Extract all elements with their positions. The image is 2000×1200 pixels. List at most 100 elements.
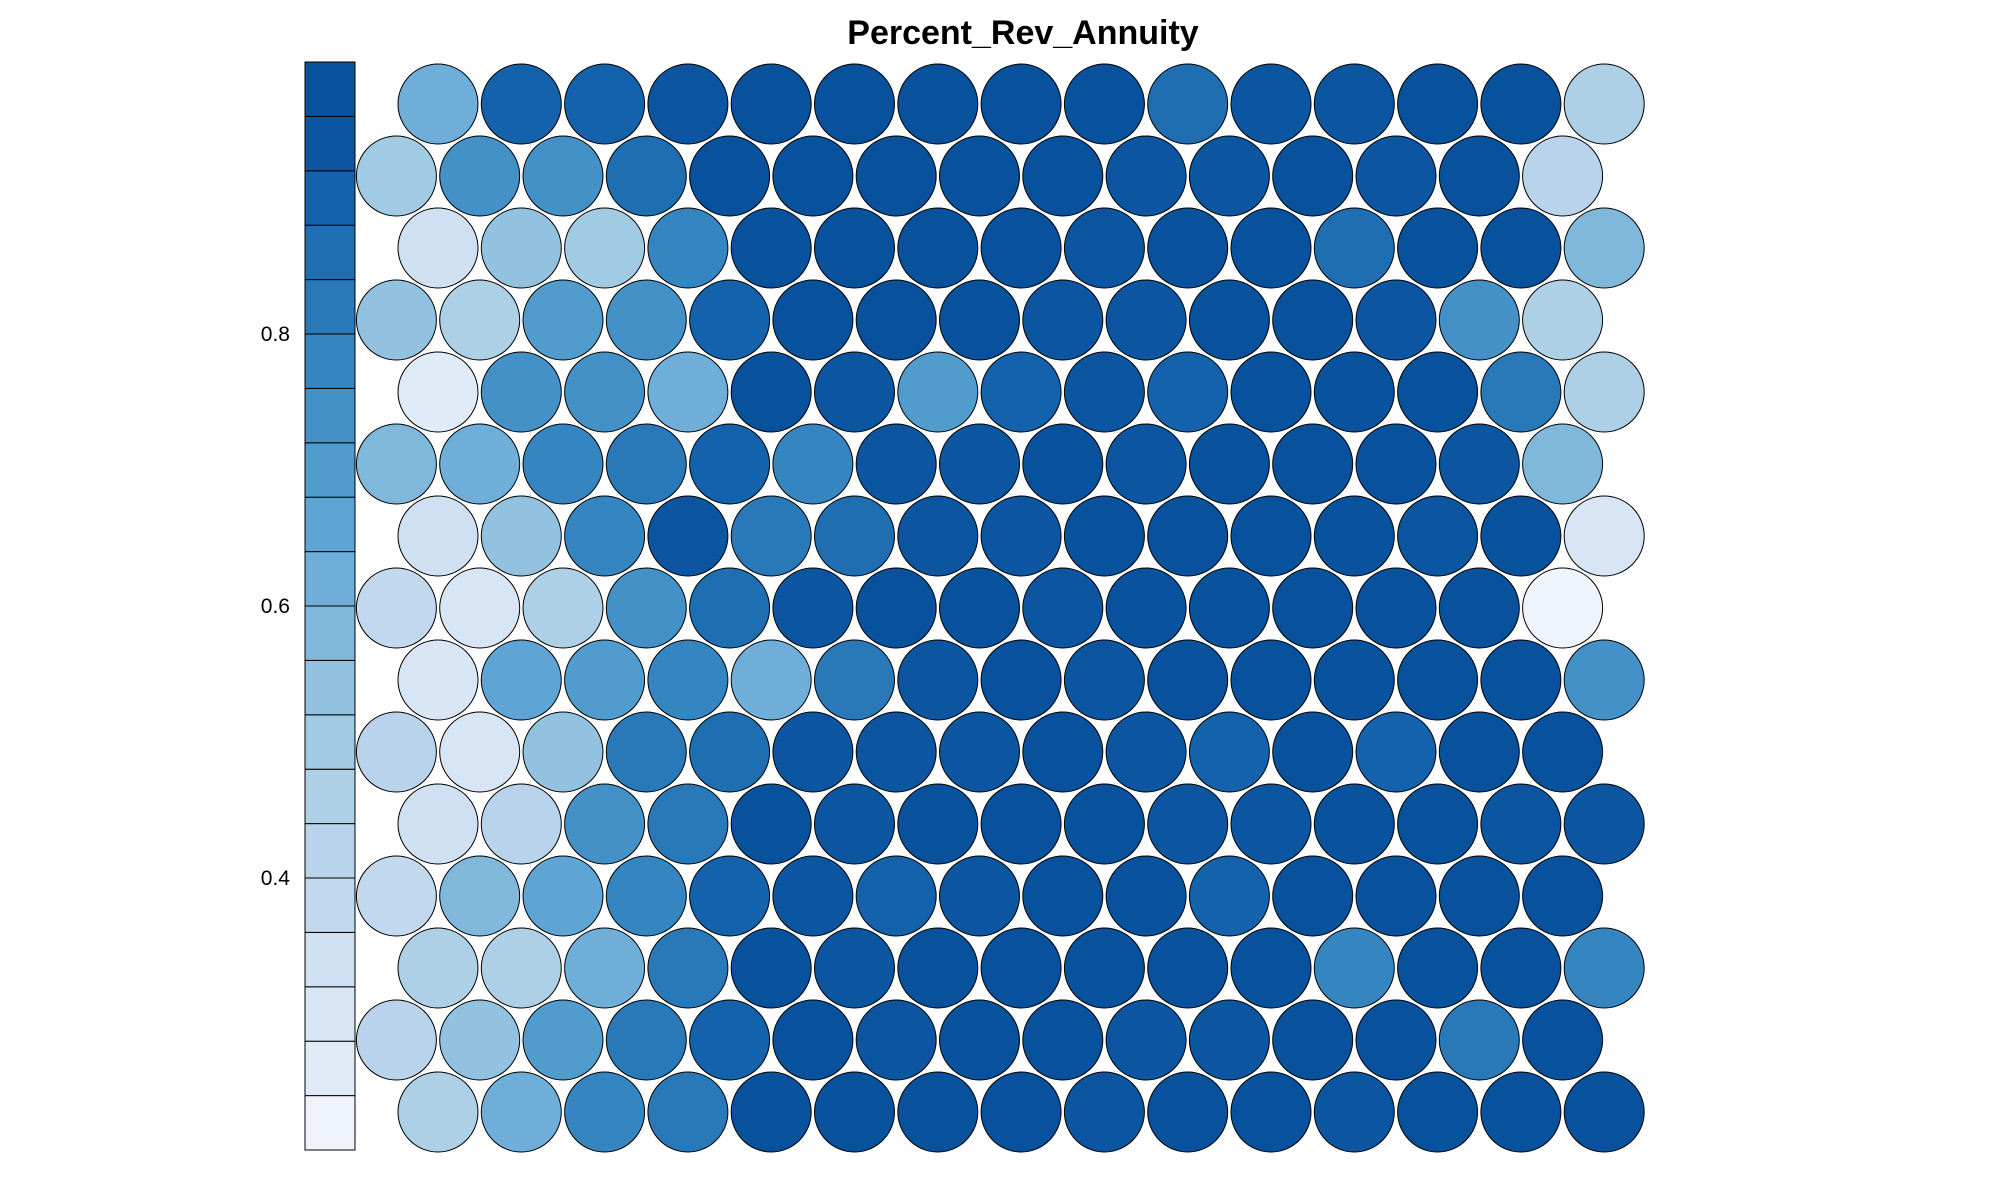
som-node bbox=[1147, 207, 1229, 289]
som-node bbox=[1105, 999, 1187, 1081]
som-node bbox=[522, 135, 604, 217]
som-node bbox=[1272, 423, 1354, 505]
som-node bbox=[1480, 1071, 1562, 1153]
som-node bbox=[1480, 351, 1562, 433]
colorbar-segment bbox=[304, 986, 356, 1042]
som-node bbox=[564, 927, 646, 1009]
som-node bbox=[1272, 999, 1354, 1081]
som-node bbox=[1272, 135, 1354, 217]
colorbar-tick-label: 0.6 bbox=[261, 595, 290, 618]
som-node bbox=[564, 783, 646, 865]
som-node bbox=[1563, 351, 1645, 433]
colorbar-segment bbox=[304, 877, 356, 933]
som-node bbox=[1397, 639, 1479, 721]
som-node bbox=[1272, 855, 1354, 937]
som-node bbox=[1230, 63, 1312, 145]
som-node bbox=[397, 639, 479, 721]
som-node bbox=[855, 567, 937, 649]
som-node bbox=[1355, 135, 1437, 217]
som-node bbox=[855, 999, 937, 1081]
som-node bbox=[1230, 927, 1312, 1009]
som-node bbox=[1272, 279, 1354, 361]
som-node bbox=[605, 423, 687, 505]
colorbar-segment bbox=[304, 768, 356, 825]
som-node bbox=[397, 495, 479, 577]
som-node bbox=[1480, 639, 1562, 721]
som-node bbox=[397, 783, 479, 865]
som-node bbox=[1563, 927, 1645, 1009]
som-node bbox=[897, 351, 979, 433]
som-node bbox=[1522, 855, 1604, 937]
som-node bbox=[397, 63, 479, 145]
som-node bbox=[355, 855, 437, 937]
som-node bbox=[980, 207, 1062, 289]
som-node bbox=[397, 927, 479, 1009]
som-node bbox=[980, 351, 1062, 433]
som-node bbox=[1022, 999, 1104, 1081]
som-node bbox=[1230, 639, 1312, 721]
colorbar-tick-labels: 0.4 0.6 0.8 bbox=[261, 323, 291, 890]
som-node bbox=[647, 207, 729, 289]
som-node bbox=[814, 927, 895, 1009]
som-node bbox=[730, 1071, 812, 1153]
som-node bbox=[1563, 783, 1645, 865]
som-node bbox=[1230, 495, 1312, 577]
som-node bbox=[1480, 783, 1562, 865]
som-node bbox=[480, 207, 562, 289]
som-node bbox=[1147, 351, 1229, 433]
som-node bbox=[1355, 711, 1437, 793]
som-node bbox=[605, 279, 687, 361]
som-node bbox=[522, 279, 604, 361]
colorbar-segment bbox=[304, 551, 356, 607]
som-node bbox=[564, 351, 646, 433]
colorbar-segment bbox=[304, 170, 356, 226]
som-node bbox=[1063, 63, 1145, 145]
som-node bbox=[980, 495, 1062, 577]
som-node bbox=[730, 783, 812, 865]
som-node bbox=[522, 999, 604, 1081]
som-node bbox=[814, 351, 895, 433]
som-node bbox=[1105, 423, 1187, 505]
som-node bbox=[355, 711, 437, 793]
som-node bbox=[1522, 711, 1604, 793]
som-node bbox=[939, 999, 1020, 1081]
som-node bbox=[1563, 63, 1645, 145]
som-node bbox=[1313, 927, 1395, 1009]
som-node bbox=[814, 783, 895, 865]
som-node bbox=[897, 927, 979, 1009]
som-node bbox=[1272, 567, 1354, 649]
som-node bbox=[1188, 567, 1270, 649]
som-node bbox=[1188, 999, 1270, 1081]
som-node bbox=[647, 63, 729, 145]
som-node bbox=[1438, 567, 1520, 649]
som-node bbox=[605, 711, 687, 793]
som-node bbox=[1438, 855, 1520, 937]
som-node bbox=[647, 495, 729, 577]
som-node bbox=[730, 207, 812, 289]
som-node bbox=[1230, 1071, 1312, 1153]
som-node bbox=[1313, 1071, 1395, 1153]
som-node bbox=[1272, 711, 1354, 793]
som-node bbox=[1063, 351, 1145, 433]
som-node bbox=[939, 855, 1020, 937]
som-node bbox=[689, 567, 771, 649]
som-node bbox=[1022, 423, 1104, 505]
som-node bbox=[397, 351, 479, 433]
som-node bbox=[772, 135, 854, 217]
som-node bbox=[897, 207, 979, 289]
som-node bbox=[1397, 783, 1479, 865]
som-node bbox=[772, 855, 854, 937]
som-node bbox=[522, 855, 604, 937]
som-node bbox=[772, 711, 854, 793]
som-node bbox=[1188, 423, 1270, 505]
som-node bbox=[1522, 567, 1604, 649]
som-node bbox=[439, 279, 521, 361]
som-node bbox=[1355, 855, 1437, 937]
som-node bbox=[1105, 711, 1187, 793]
som-node bbox=[1147, 639, 1229, 721]
som-node bbox=[1397, 351, 1479, 433]
som-node bbox=[647, 1071, 729, 1153]
som-node bbox=[439, 855, 521, 937]
som-node bbox=[730, 63, 812, 145]
som-node bbox=[855, 423, 937, 505]
